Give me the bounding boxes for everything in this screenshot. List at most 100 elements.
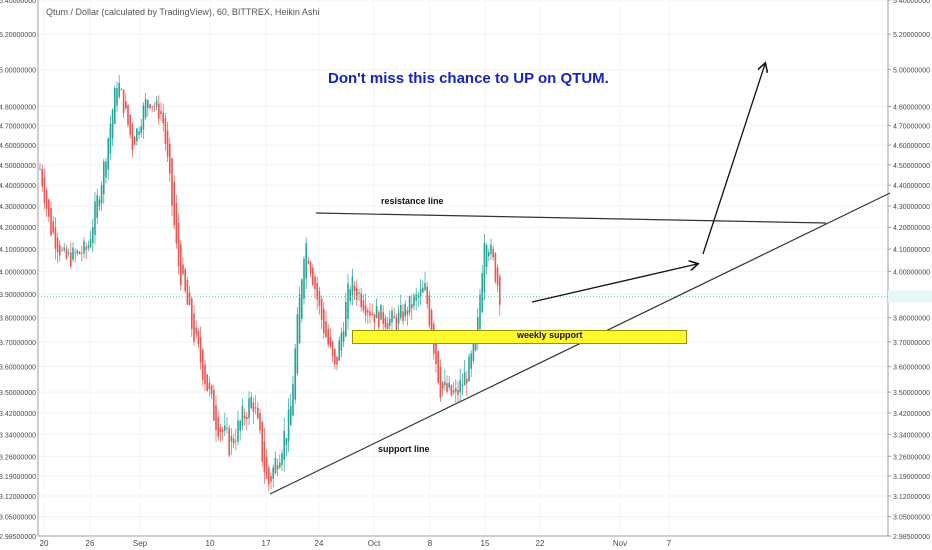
candle-body	[81, 252, 83, 254]
y-tick-label-right: 3.12000000	[893, 494, 930, 501]
candle-body	[294, 348, 296, 400]
candle-body	[254, 407, 257, 409]
candle-body	[164, 117, 167, 144]
y-tick-label-left: 3.26000000	[0, 454, 36, 461]
candle-body	[382, 312, 384, 325]
candle-body	[162, 112, 164, 124]
last-price-tag	[888, 290, 932, 303]
y-tick-label-left: 3.60000000	[0, 365, 36, 372]
candle-body	[349, 289, 351, 302]
candle-body	[417, 295, 420, 298]
x-tick-label: 26	[86, 539, 95, 548]
candle-body	[485, 244, 488, 268]
candle-body	[65, 248, 68, 259]
candle-body	[397, 312, 400, 324]
candle-body	[221, 429, 224, 433]
candle-body	[166, 130, 169, 157]
x-tick-label: Sep	[133, 539, 148, 548]
candle-body	[41, 168, 43, 187]
candle-body	[419, 288, 422, 297]
candle-body	[85, 247, 87, 250]
projection-arrow-1	[531, 264, 697, 303]
candle-body	[494, 253, 497, 282]
candle-body	[450, 385, 453, 396]
candle-body	[261, 421, 263, 462]
resistance-line	[315, 212, 827, 224]
candle-body	[206, 374, 208, 391]
candle-body	[338, 340, 340, 361]
candle-body	[98, 199, 101, 207]
candle-body	[59, 244, 61, 256]
candle-body	[386, 322, 389, 330]
support-label: support line	[378, 444, 430, 454]
candle-body	[173, 181, 175, 226]
candle-body	[470, 353, 472, 369]
candle-body	[228, 427, 230, 456]
candle-body	[204, 364, 206, 385]
candle-body	[193, 313, 195, 342]
y-tick-label-right: 5.00000000	[893, 68, 930, 75]
y-tick-label-right: 3.60000000	[893, 365, 930, 372]
y-tick-label-left: 5.40000000	[0, 0, 36, 5]
y-tick-label-right: 4.50000000	[893, 163, 930, 170]
candle-body	[270, 475, 272, 482]
y-tick-label-right: 3.50000000	[893, 390, 930, 397]
candle-body	[149, 104, 151, 109]
candle-body	[329, 336, 332, 347]
y-tick-label-left: 4.00000000	[0, 269, 36, 276]
candle-body	[455, 388, 457, 392]
candle-body	[307, 260, 310, 264]
candle-body	[360, 293, 362, 308]
candle-body	[325, 321, 327, 337]
candle-body	[490, 244, 492, 255]
y-tick-label-left: 3.19000000	[0, 474, 36, 481]
x-tick-label: 7	[667, 539, 672, 548]
candle-body	[393, 316, 395, 319]
candle-body	[136, 128, 138, 142]
candle-body	[151, 106, 153, 107]
candle-body	[263, 441, 266, 473]
candle-body	[265, 456, 268, 479]
candle-body	[296, 314, 299, 374]
candle-body	[404, 304, 406, 317]
candle-body	[457, 389, 459, 395]
candle-body	[375, 306, 378, 319]
candle-body	[437, 351, 439, 383]
candle-body	[472, 339, 475, 362]
candle-body	[305, 243, 307, 279]
projection-arrow-2	[702, 64, 765, 255]
y-tick-label-left: 3.70000000	[0, 340, 36, 347]
candle-body	[459, 380, 461, 393]
candle-body	[314, 276, 316, 290]
candle-body	[100, 185, 103, 204]
candle-body	[331, 341, 334, 357]
candle-body	[142, 105, 145, 130]
y-tick-label-left: 5.00000000	[0, 68, 36, 75]
candle-body	[389, 318, 391, 326]
candle-body	[424, 283, 426, 291]
y-tick-label-right: 5.40000000	[893, 0, 930, 5]
candle-body	[56, 237, 59, 253]
candle-body	[224, 425, 226, 431]
candle-body	[268, 467, 270, 485]
y-tick-label-right: 3.19000000	[893, 474, 930, 481]
candle-body	[74, 252, 76, 254]
x-tick-label: Oct	[368, 539, 381, 548]
x-tick-label: Nov	[613, 539, 627, 548]
candle-body	[232, 438, 235, 444]
candle-body	[435, 338, 437, 364]
candle-body	[72, 247, 74, 260]
candle-body	[481, 273, 483, 312]
y-tick-label-left: 3.34000000	[0, 432, 36, 439]
x-tick-label: 22	[536, 539, 545, 548]
candle-body	[283, 430, 285, 460]
candle-body	[87, 245, 90, 249]
candle-body	[48, 199, 50, 217]
candle-body	[246, 417, 248, 420]
candle-body	[235, 441, 237, 442]
candle-body	[356, 288, 358, 300]
y-tick-label-left: 4.70000000	[0, 124, 36, 131]
candle-body	[111, 109, 114, 139]
candle-body	[466, 378, 468, 384]
